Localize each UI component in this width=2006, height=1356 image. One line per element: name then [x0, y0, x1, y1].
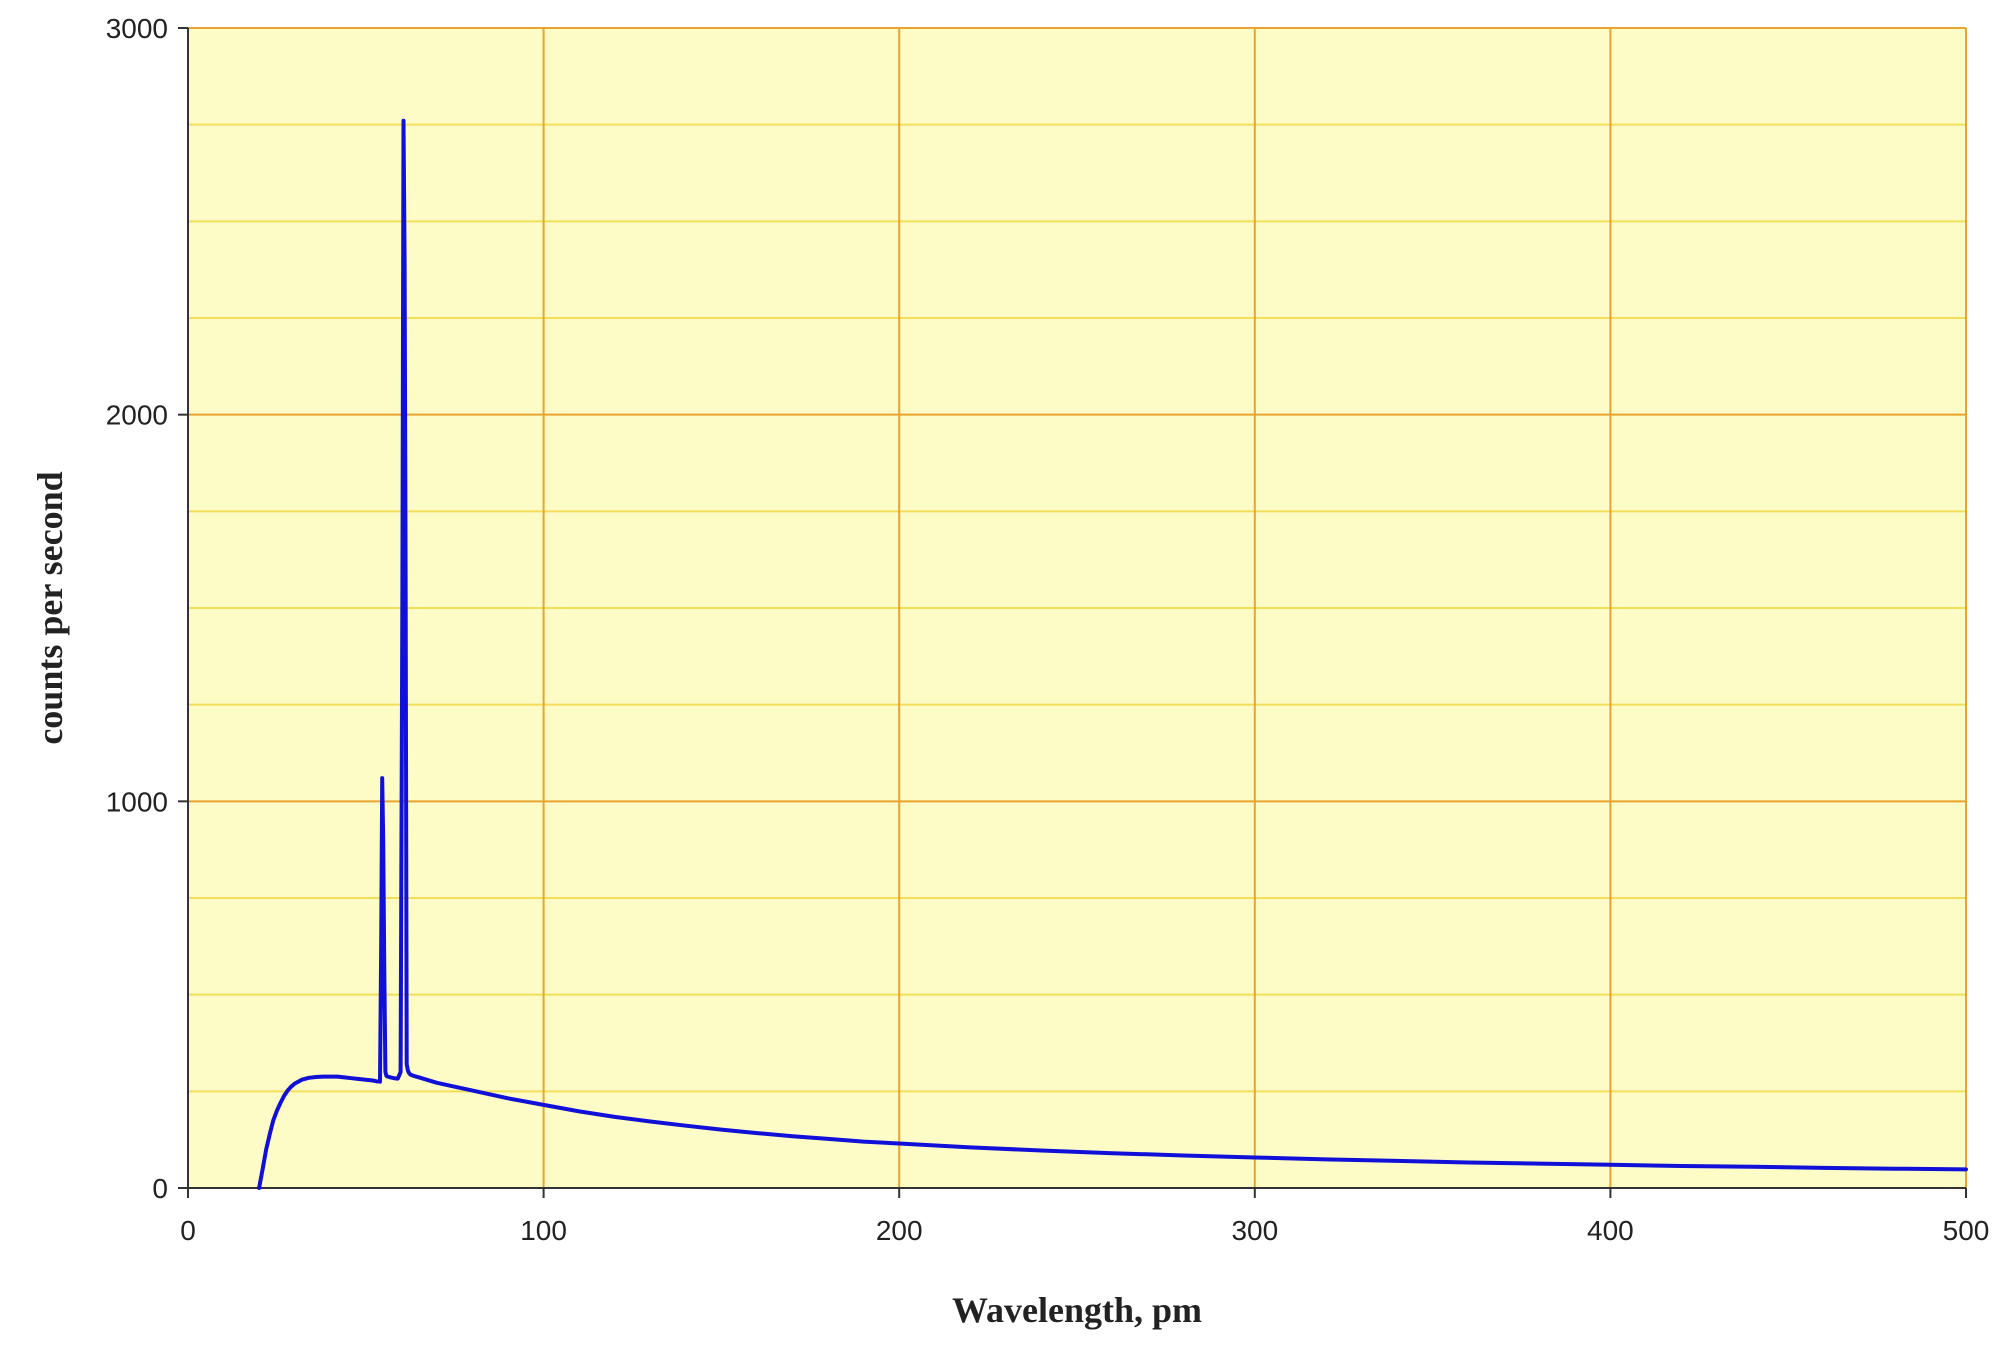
x-tick-label: 200 — [876, 1215, 923, 1246]
axes — [187, 28, 1966, 1189]
x-tick-label: 300 — [1231, 1215, 1278, 1246]
x-tick-labels: 0 100 200 300 400 500 — [180, 1215, 1989, 1246]
x-tick-label: 0 — [180, 1215, 196, 1246]
x-tick-label: 400 — [1587, 1215, 1634, 1246]
series-layer — [257, 118, 1968, 1190]
series-line-0 — [257, 118, 1968, 1190]
x-tick-label: 100 — [520, 1215, 567, 1246]
y-tick-label: 2000 — [106, 400, 168, 431]
y-tick-label: 3000 — [106, 13, 168, 44]
y-axis-title: counts per second — [30, 471, 70, 744]
y-tick-label: 0 — [152, 1173, 168, 1204]
tick-marks — [178, 27, 1967, 1198]
major-gridlines — [188, 27, 1967, 1188]
x-tick-label: 500 — [1943, 1215, 1990, 1246]
y-tick-labels: 0 1000 2000 3000 — [106, 13, 168, 1204]
x-axis-title: Wavelength, pm — [952, 1290, 1202, 1330]
y-tick-label: 1000 — [106, 786, 168, 817]
